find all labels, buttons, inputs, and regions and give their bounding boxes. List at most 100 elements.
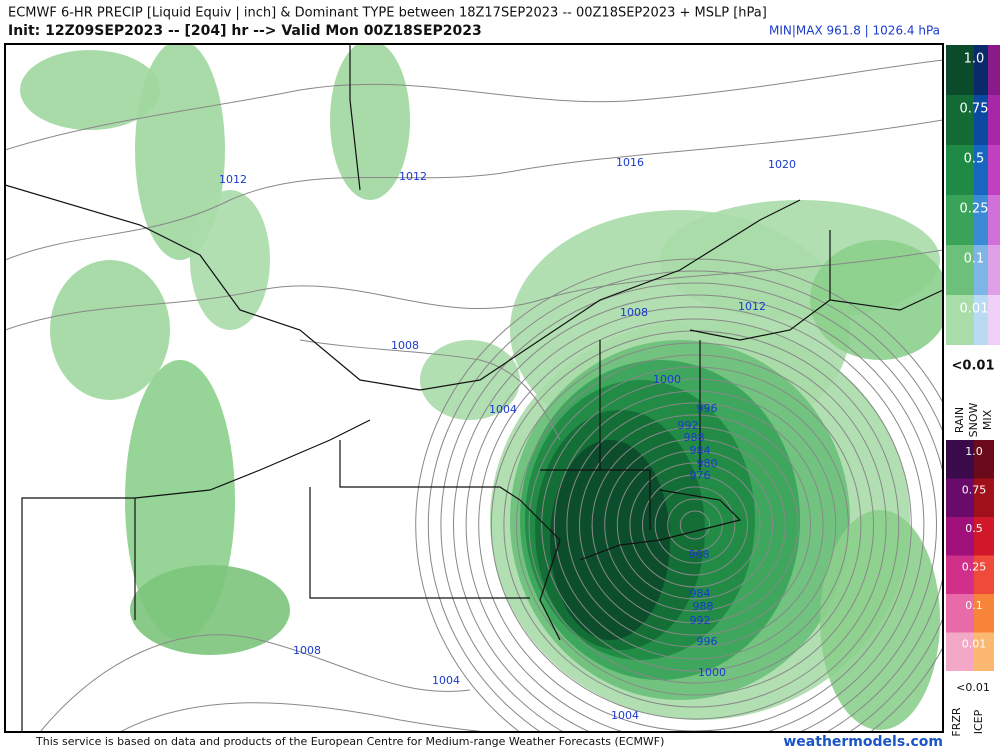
legend-type: RAIN [953, 407, 966, 433]
legend-swatch [974, 517, 994, 556]
legend-swatch [974, 555, 994, 594]
isobar [604, 438, 786, 612]
credit: This service is based on data and produc… [35, 735, 664, 748]
isobar [541, 378, 849, 672]
isobar [679, 510, 711, 540]
legend-swatch [974, 594, 994, 633]
isobar-label: 976 [690, 469, 711, 482]
legend-type: MIX [981, 409, 994, 430]
legend-below: <0.01 [952, 359, 995, 374]
legend-level: 1.0 [964, 52, 985, 67]
isobar [579, 414, 811, 636]
isobar [427, 270, 943, 732]
map-frame [4, 43, 944, 733]
legend-swatch [988, 95, 1000, 145]
legend-swatch [988, 195, 1000, 245]
isobar [440, 282, 943, 732]
isobar [415, 258, 943, 732]
isobar [654, 486, 736, 564]
legend-swatch [988, 145, 1000, 195]
isobar [453, 294, 937, 732]
isobar-label: 1000 [698, 666, 726, 679]
isobar [616, 450, 774, 600]
title: ECMWF 6-HR PRECIP [Liquid Equiv | inch] … [8, 6, 767, 21]
legend-swatch [988, 245, 1000, 295]
legend-level: 0.75 [960, 102, 989, 117]
isobar-label: 968 [689, 548, 710, 561]
isobar-label: 1008 [293, 644, 321, 657]
precip-area [20, 50, 160, 130]
precip-area [330, 44, 410, 200]
legend-swatch [946, 45, 974, 95]
precip-area [190, 190, 270, 330]
legend-swatch [946, 195, 974, 245]
isobar-label: 992 [678, 419, 699, 432]
precip-field [20, 44, 943, 730]
map: 1012 1012 1016 1020 1008 1012 1008 1004 1000 996 9… [5, 44, 943, 732]
isobar-label: 1012 [738, 300, 766, 313]
isobar-label: 1020 [768, 158, 796, 171]
legend-type: SNOW [967, 403, 980, 438]
legend-swatch [946, 594, 974, 633]
legend-level: 1.0 [965, 445, 983, 458]
isobar-label: 1016 [616, 156, 644, 169]
borders [5, 44, 943, 732]
precip-area [420, 340, 520, 420]
legend-swatch [974, 440, 994, 479]
isobar-label: 1004 [611, 709, 639, 722]
legend-swatch [946, 95, 974, 145]
legend-swatch [946, 440, 974, 479]
isobar-label: 984 [690, 444, 711, 457]
isobar-label: 988 [684, 431, 705, 444]
legend-swatch [974, 45, 988, 95]
legend-swatch [988, 295, 1000, 345]
isobar-label: 996 [697, 402, 718, 415]
site: weathermodels.com [783, 734, 943, 750]
isobar [528, 366, 862, 684]
legend-level: 0.1 [964, 252, 985, 267]
isobar [566, 402, 824, 648]
precip-area [810, 240, 943, 360]
isobar-label: 1012 [219, 173, 247, 186]
legend-swatch [974, 632, 994, 671]
isobar [553, 390, 837, 660]
legend-swatch [974, 245, 988, 295]
precip-area [550, 440, 670, 640]
isobar-label: 988 [693, 600, 714, 613]
legend-swatch [974, 478, 994, 517]
precip-area [820, 510, 940, 730]
legend-type: ICEP [972, 709, 985, 734]
legend-below: <0.01 [956, 681, 990, 694]
legend-level: 0.5 [965, 522, 983, 535]
isobar [629, 462, 761, 588]
legend-swatch [946, 245, 974, 295]
isobar-label: 1004 [489, 403, 517, 416]
isobar-label: 1008 [620, 306, 648, 319]
isobar [516, 354, 874, 696]
precip-area [50, 260, 170, 400]
legend-swatch [946, 632, 974, 671]
legend-level: 0.5 [964, 152, 985, 167]
isobar-label: 980 [697, 457, 718, 470]
isobar-label: 1008 [391, 339, 419, 352]
legend-swatch [946, 555, 974, 594]
isobar-label: 1012 [399, 170, 427, 183]
isobar [591, 426, 799, 624]
legend: 1.0 0.75 0.5 0.25 0.1 0.01 <0.01 RAIN SNOW MIX 1.0… [945, 44, 1000, 737]
isobar [642, 474, 748, 576]
legend-swatch [946, 517, 974, 556]
legend-level: 0.01 [960, 302, 989, 317]
legend-swatch [974, 295, 988, 345]
legend-swatch [974, 195, 988, 245]
isobar-label: 992 [690, 614, 711, 627]
isobar [503, 342, 887, 708]
legend-swatch [946, 145, 974, 195]
min-max: MIN|MAX 961.8 | 1026.4 hPa [769, 24, 940, 38]
isobar [465, 306, 925, 732]
legend-level: 0.1 [965, 599, 983, 612]
isobar-label: 996 [697, 635, 718, 648]
legend-swatch [988, 45, 1000, 95]
legend-level: 0.25 [962, 561, 987, 574]
legend-swatch [946, 478, 974, 517]
